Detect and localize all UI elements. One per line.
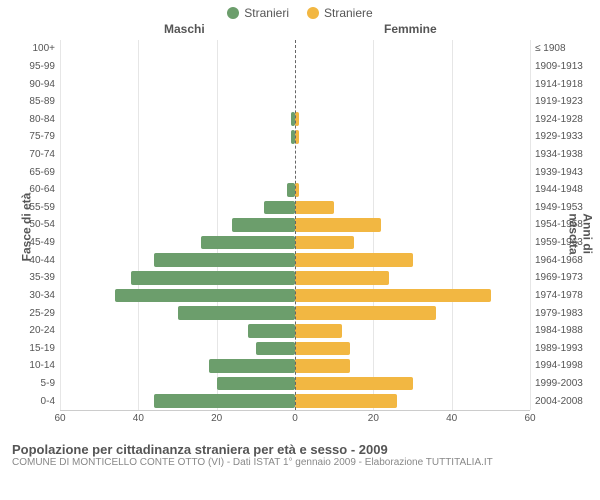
year-label: 1944-1948 xyxy=(530,184,583,195)
tick-label: 20 xyxy=(211,413,222,424)
age-label: 95-99 xyxy=(29,61,60,72)
year-label: 1924-1928 xyxy=(530,114,583,125)
year-label: 1919-1923 xyxy=(530,96,583,107)
year-label: 1984-1988 xyxy=(530,325,583,336)
bar-female xyxy=(295,218,381,232)
year-label: 1949-1953 xyxy=(530,202,583,213)
footer-subtitle: COMUNE DI MONTICELLO CONTE OTTO (VI) - D… xyxy=(12,457,588,468)
age-label: 70-74 xyxy=(29,149,60,160)
bar-female xyxy=(295,359,350,373)
year-label: 1969-1973 xyxy=(530,272,583,283)
year-label: ≤ 1908 xyxy=(530,43,566,54)
age-label: 45-49 xyxy=(29,237,60,248)
year-label: 1914-1918 xyxy=(530,79,583,90)
bar-male xyxy=(232,218,295,232)
age-label: 20-24 xyxy=(29,325,60,336)
tick-label: 0 xyxy=(292,413,298,424)
legend-male: Stranieri xyxy=(227,6,289,20)
year-label: 1934-1938 xyxy=(530,149,583,160)
bar-female xyxy=(295,306,436,320)
year-label: 1989-1993 xyxy=(530,343,583,354)
bar-male xyxy=(178,306,296,320)
bar-male xyxy=(131,271,296,285)
swatch-male xyxy=(227,7,239,19)
bar-female xyxy=(295,271,389,285)
bar-female xyxy=(295,394,397,408)
age-label: 85-89 xyxy=(29,96,60,107)
bar-female xyxy=(295,236,354,250)
bar-male xyxy=(201,236,295,250)
bar-female xyxy=(295,201,334,215)
age-label: 40-44 xyxy=(29,255,60,266)
year-label: 1909-1913 xyxy=(530,61,583,72)
age-label: 35-39 xyxy=(29,272,60,283)
bar-female xyxy=(295,253,413,267)
legend-female: Straniere xyxy=(307,6,373,20)
age-label: 15-19 xyxy=(29,343,60,354)
age-label: 5-9 xyxy=(41,378,60,389)
bar-male xyxy=(217,377,295,391)
bar-male xyxy=(154,394,295,408)
year-label: 1964-1968 xyxy=(530,255,583,266)
tick-label: 20 xyxy=(368,413,379,424)
year-label: 1999-2003 xyxy=(530,378,583,389)
year-label: 1954-1958 xyxy=(530,219,583,230)
year-label: 1974-1978 xyxy=(530,290,583,301)
tick-label: 40 xyxy=(446,413,457,424)
bar-male xyxy=(154,253,295,267)
bar-female xyxy=(295,324,342,338)
chart-area: Maschi Femmine Fasce di età Anni di nasc… xyxy=(14,20,584,440)
age-label: 10-14 xyxy=(29,360,60,371)
bar-female xyxy=(295,377,413,391)
age-label: 75-79 xyxy=(29,131,60,142)
age-label: 55-59 xyxy=(29,202,60,213)
tick-label: 60 xyxy=(54,413,65,424)
legend-female-label: Straniere xyxy=(324,6,373,20)
bar-female xyxy=(295,342,350,356)
bar-female xyxy=(295,289,491,303)
year-label: 1979-1983 xyxy=(530,308,583,319)
year-label: 1959-1963 xyxy=(530,237,583,248)
tick-label: 60 xyxy=(524,413,535,424)
swatch-female xyxy=(307,7,319,19)
age-label: 50-54 xyxy=(29,219,60,230)
legend-male-label: Stranieri xyxy=(244,6,289,20)
age-label: 30-34 xyxy=(29,290,60,301)
bar-male xyxy=(256,342,295,356)
bar-male xyxy=(287,183,295,197)
age-label: 25-29 xyxy=(29,308,60,319)
tick-label: 40 xyxy=(133,413,144,424)
year-label: 2004-2008 xyxy=(530,396,583,407)
footer: Popolazione per cittadinanza straniera p… xyxy=(0,440,600,468)
year-label: 1994-1998 xyxy=(530,360,583,371)
col-title-right: Femmine xyxy=(384,22,437,36)
bar-male xyxy=(264,201,295,215)
footer-title: Popolazione per cittadinanza straniera p… xyxy=(12,442,588,457)
age-label: 90-94 xyxy=(29,79,60,90)
center-line xyxy=(295,40,296,410)
age-label: 60-64 xyxy=(29,184,60,195)
plot: 6040200204060100+≤ 190895-991909-191390-… xyxy=(60,40,530,411)
year-label: 1939-1943 xyxy=(530,167,583,178)
year-label: 1929-1933 xyxy=(530,131,583,142)
age-label: 80-84 xyxy=(29,114,60,125)
age-label: 65-69 xyxy=(29,167,60,178)
bar-male xyxy=(115,289,295,303)
legend: Stranieri Straniere xyxy=(0,0,600,20)
age-label: 0-4 xyxy=(41,396,60,407)
bar-male xyxy=(209,359,295,373)
bar-male xyxy=(248,324,295,338)
col-title-left: Maschi xyxy=(164,22,205,36)
age-label: 100+ xyxy=(32,43,60,54)
